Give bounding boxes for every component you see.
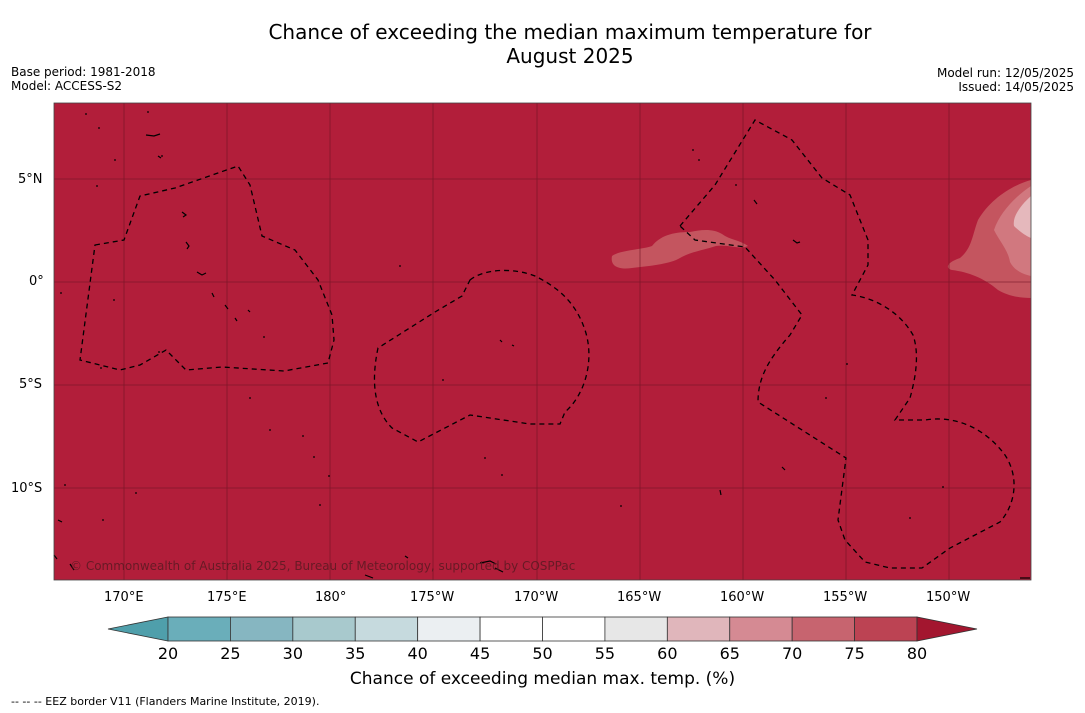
colorbar-tick-label: 40: [407, 644, 428, 663]
lon-label-150w: 150°W: [926, 590, 971, 605]
colorbar-tick-label: 20: [157, 644, 179, 663]
lat-label-5s: 5°S: [19, 377, 43, 392]
colorbar-tick-label: 65: [719, 644, 740, 663]
colorbar-tick-label: 60: [657, 644, 678, 663]
colorbar-bin: [666, 616, 731, 642]
eez-line-islands: [679, 119, 1015, 569]
colorbar-bin: [604, 616, 668, 642]
lon-label-170e: 170°E: [104, 590, 144, 605]
colorbar-tick-label: 55: [594, 644, 616, 663]
colorbar: [107, 616, 978, 642]
map-background: [54, 103, 1031, 580]
map-credit: © Commonwealth of Australia 2025, Bureau…: [70, 559, 576, 573]
lon-label-165w: 165°W: [617, 590, 662, 605]
model-run: Model run: 12/05/2025: [936, 66, 1074, 80]
issued-date: Issued: 14/05/2025: [958, 80, 1074, 94]
colorbar-bin: [292, 616, 356, 642]
title-line-2: August 2025: [506, 44, 634, 68]
meta-right: Model run: 12/05/2025 Issued: 14/05/2025: [937, 66, 1074, 94]
island-dots: [60, 111, 944, 521]
colorbar-bin: [854, 616, 918, 642]
colorbar-bin: [479, 616, 543, 642]
eez-footnote: -- -- -- EEZ border V11 (Flanders Marine…: [11, 695, 320, 708]
colorbar-tick-label: 25: [220, 644, 241, 663]
colorbar-bin: [167, 616, 231, 642]
colorbar-tick-label: 30: [282, 644, 304, 663]
lon-label-180: 180°: [315, 590, 347, 605]
lon-label-175w: 175°W: [410, 590, 455, 605]
lon-label-155w: 155°W: [823, 590, 868, 605]
colorbar-bin: [542, 616, 606, 642]
colorbar-extend-low: [107, 616, 169, 642]
colorbar-label: Chance of exceeding median max. temp. (%…: [349, 669, 736, 689]
meta-left: Base period: 1981-2018 Model: ACCESS-S2: [11, 65, 156, 93]
anomaly-patch-east-inner: [1013, 196, 1031, 238]
title-line-1: Chance of exceeding the median maximum t…: [268, 20, 872, 44]
eez-phoenix: [373, 269, 590, 443]
model-name: Model: ACCESS-S2: [11, 79, 123, 93]
colorbar-tick-label: 35: [345, 644, 366, 663]
colorbar-extend-high: [916, 616, 978, 642]
colorbar-tick-label: 75: [844, 644, 865, 663]
lon-label-160w: 160°W: [720, 590, 765, 605]
lon-label-175e: 175°E: [207, 590, 247, 605]
lat-label-5n: 5°N: [18, 172, 43, 187]
anomaly-patch-central: [611, 230, 748, 269]
base-period: Base period: 1981-2018: [11, 65, 156, 79]
colorbar-tick-label: 80: [906, 644, 928, 663]
colorbar-bin: [729, 616, 793, 642]
eez-borders: [79, 119, 1015, 569]
lat-label-0: 0°: [29, 274, 44, 289]
graticule: [54, 103, 1031, 580]
lat-label-10s: 10°S: [11, 481, 43, 496]
colorbar-bin: [354, 616, 419, 642]
colorbar-tick-label: 45: [469, 644, 491, 663]
map-title: Chance of exceeding the median maximum t…: [0, 20, 1085, 68]
map-frame: [53, 102, 1032, 581]
colorbar-bin: [791, 616, 855, 642]
colorbar-bin: [417, 616, 481, 642]
lon-label-170w: 170°W: [514, 590, 559, 605]
islands: [53, 133, 1030, 579]
colorbar-tick-label: 50: [532, 644, 553, 663]
colorbar-bin: [230, 616, 294, 642]
colorbar-tick-label: 70: [781, 644, 803, 663]
